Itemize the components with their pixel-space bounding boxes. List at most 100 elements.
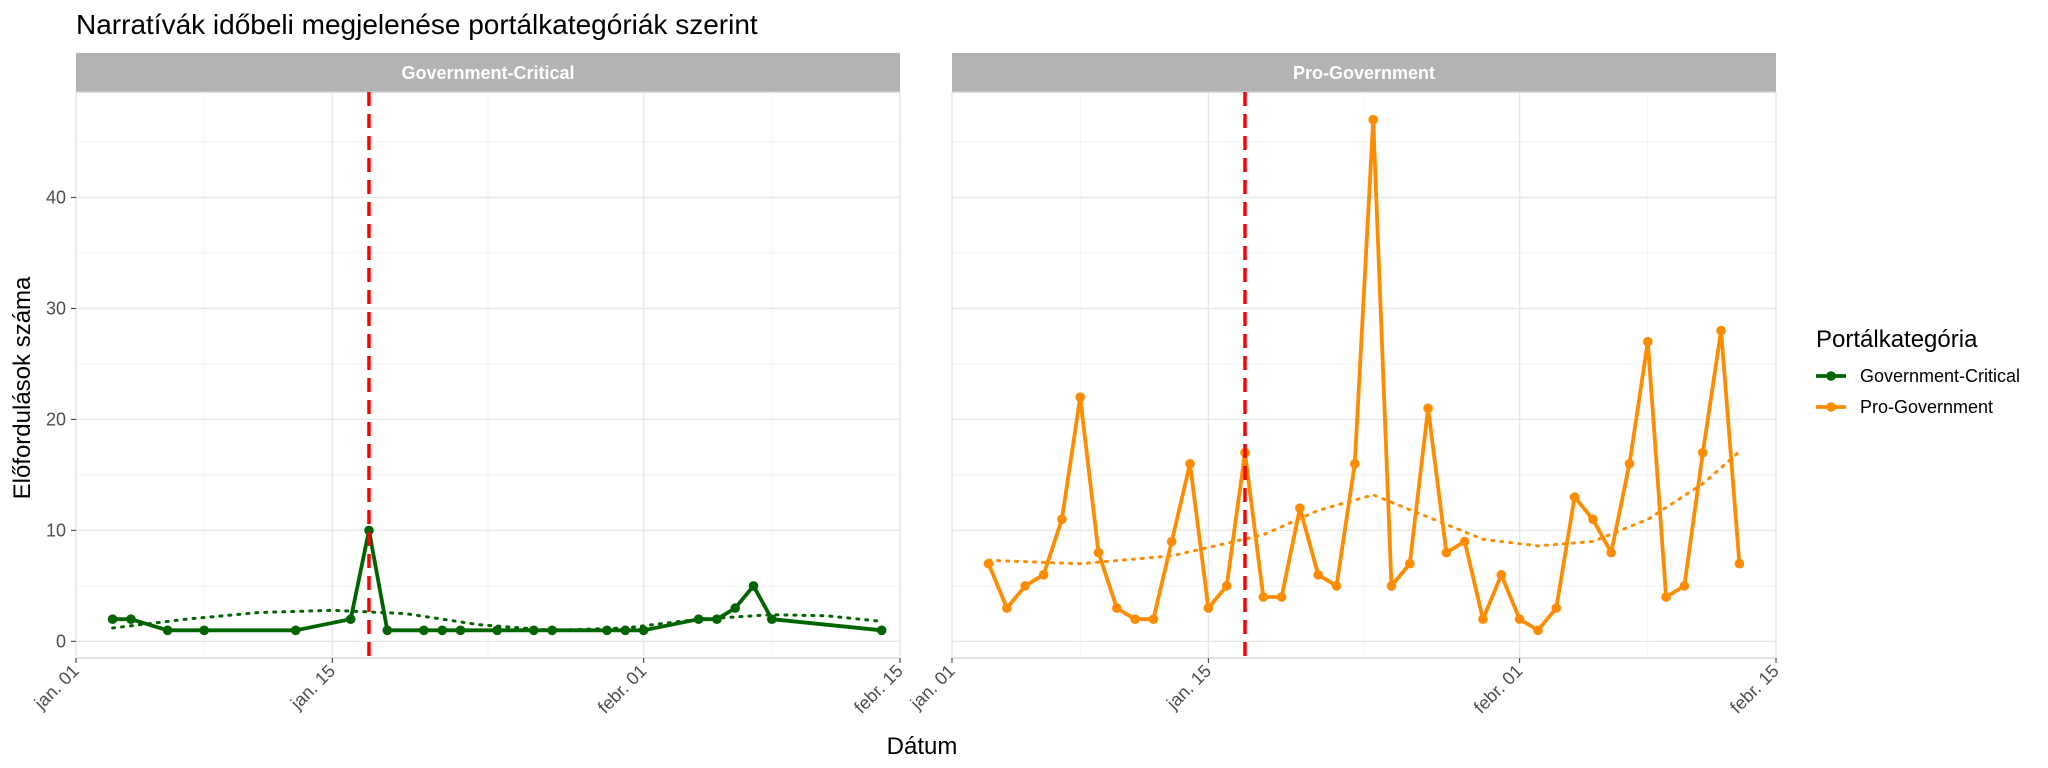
data-point <box>107 614 118 624</box>
data-point <box>712 614 722 624</box>
legend-title: Portálkategória <box>1816 326 1978 353</box>
legend-item: Pro-Government <box>1816 397 1993 417</box>
y-tick-label: 10 <box>46 520 66 540</box>
data-point <box>1075 392 1085 403</box>
data-point <box>638 625 649 636</box>
data-point <box>126 614 136 624</box>
y-tick-label: 30 <box>46 298 66 318</box>
data-point <box>290 625 301 636</box>
strip-label: Pro-Government <box>1293 63 1435 83</box>
data-point <box>983 558 994 569</box>
trend-line <box>987 450 1741 566</box>
data-point <box>1276 592 1287 602</box>
data-point <box>162 625 173 636</box>
data-point <box>529 625 539 636</box>
data-point <box>1734 558 1745 569</box>
data-point <box>1148 614 1159 624</box>
data-point <box>1221 581 1232 591</box>
data-point <box>345 614 356 624</box>
legend-label: Government-Critical <box>1860 366 2020 386</box>
x-tick-label: febr. 15 <box>1726 661 1783 718</box>
data-point <box>1459 536 1470 547</box>
data-point <box>1514 614 1525 624</box>
data-point <box>419 625 429 636</box>
data-point <box>1368 114 1378 125</box>
data-point <box>620 625 631 636</box>
data-point <box>455 625 466 636</box>
panels: Government-Critical 0 10 20 30 40 jan. 01 jan. … <box>30 53 1783 717</box>
data-point <box>1588 514 1598 525</box>
data-point <box>1423 403 1433 414</box>
x-tick-label: jan. 01 <box>30 661 83 714</box>
y-tick-label: 20 <box>46 409 66 429</box>
panel-1: Government-Critical 0 10 20 30 40 jan. 01 jan. … <box>30 53 907 717</box>
legend: Portálkategória Government-Critical Pro-G… <box>1816 326 2020 417</box>
data-point <box>492 625 503 636</box>
x-tick-label: jan. 01 <box>906 661 959 714</box>
data-point <box>382 625 393 636</box>
data-point <box>1350 459 1360 469</box>
strip-label: Government-Critical <box>401 63 574 83</box>
trend-line <box>111 608 884 632</box>
data-point <box>1295 503 1305 513</box>
data-point <box>1313 570 1323 580</box>
data-point <box>1624 459 1635 469</box>
x-tick-label: jan. 15 <box>286 661 339 714</box>
legend-label: Pro-Government <box>1860 397 1993 417</box>
x-tick-label: jan. 15 <box>1162 661 1215 714</box>
data-point <box>1020 581 1030 591</box>
data-point <box>1038 570 1049 580</box>
data-point <box>1203 603 1214 613</box>
y-tick-label: 40 <box>46 187 66 207</box>
data-point <box>693 614 704 624</box>
data-point <box>1112 603 1122 613</box>
data-point <box>1441 547 1452 558</box>
data-point <box>1606 547 1616 558</box>
x-tick-label: febr. 01 <box>1470 661 1527 718</box>
y-tick-label: 0 <box>56 631 66 651</box>
data-point <box>1569 492 1580 502</box>
data-point <box>876 625 887 636</box>
data-point <box>437 625 448 636</box>
data-point <box>199 625 209 636</box>
data-point <box>1386 581 1397 591</box>
panel-2: Pro-Government jan. 01 jan. 15 febr. 01 febr… <box>906 53 1783 717</box>
legend-swatch-point <box>1826 371 1836 381</box>
x-tick-label: febr. 15 <box>850 661 907 718</box>
data-point <box>1002 603 1012 613</box>
series-line <box>986 117 1742 633</box>
data-point <box>1093 547 1104 558</box>
legend-item: Government-Critical <box>1816 366 2020 386</box>
data-point <box>1166 536 1177 547</box>
chart-title: Narratívák időbeli megjelenése portálkat… <box>76 9 758 40</box>
data-point <box>1478 614 1488 624</box>
data-point <box>767 614 777 624</box>
data-point <box>547 625 557 636</box>
y-axis-title: Előfordulások száma <box>9 276 36 499</box>
data-point <box>1716 325 1726 336</box>
data-point <box>748 581 759 591</box>
data-point <box>730 603 740 613</box>
strip-background <box>952 53 1776 92</box>
data-point <box>1405 558 1415 569</box>
data-point <box>1661 592 1671 602</box>
x-tick-label: febr. 01 <box>594 661 651 718</box>
strip-background <box>76 53 900 92</box>
data-point <box>1643 336 1653 347</box>
x-axis-title: Dátum <box>887 733 958 760</box>
data-point <box>1130 614 1140 624</box>
data-point <box>1331 581 1342 591</box>
data-point <box>364 525 374 536</box>
data-point <box>1551 603 1562 613</box>
data-point <box>1496 570 1507 580</box>
data-point <box>602 625 612 636</box>
legend-swatch-point <box>1826 402 1836 412</box>
data-point <box>1185 459 1195 469</box>
data-point <box>1533 625 1543 636</box>
data-point <box>1679 581 1690 591</box>
legend-items: Government-Critical Pro-Government <box>1816 366 2020 417</box>
data-point <box>1258 592 1269 602</box>
data-point <box>1057 514 1067 525</box>
data-point <box>1698 447 1708 458</box>
